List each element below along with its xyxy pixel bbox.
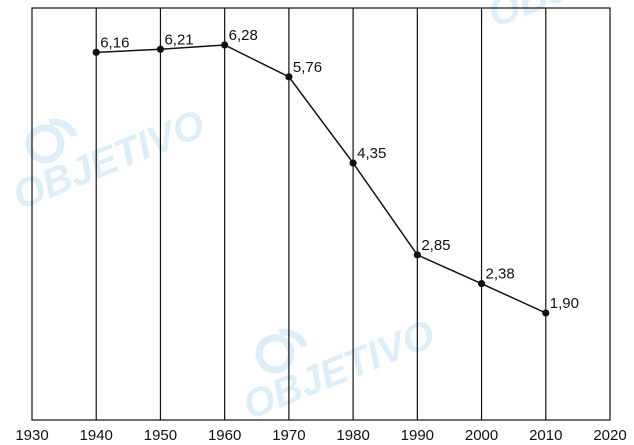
- data-point: [92, 48, 100, 56]
- series-group: 6,16 6,21 6,28 5,76 4,35 2,85 2,38 1,90: [92, 27, 579, 317]
- data-point: [285, 73, 293, 81]
- data-label: 2,85: [421, 237, 450, 254]
- x-tick-label: 2020: [593, 427, 626, 444]
- x-tick-label: 1940: [80, 427, 113, 444]
- objetivo-watermark-logo: OBJETIVO: [482, 0, 634, 36]
- watermark-text: OBJETIVO: [482, 0, 634, 36]
- objetivo-emblem-icon: [25, 118, 78, 164]
- x-tick-label: 2010: [529, 427, 562, 444]
- data-point: [477, 280, 486, 288]
- data-label: 4,35: [357, 145, 386, 162]
- data-label: 5,76: [293, 59, 322, 76]
- x-tick-label: 1930: [15, 427, 48, 444]
- data-label: 6,28: [229, 27, 258, 44]
- grid-lines: [95, 8, 547, 420]
- x-tick-labels: 1930 1940 1950 1960 1970 1980 1990 2000 2010 2020: [15, 427, 626, 444]
- data-label: 6,16: [100, 34, 129, 51]
- data-label: 1,90: [550, 295, 579, 312]
- x-tick-label: 1970: [272, 427, 305, 444]
- data-point: [413, 251, 421, 259]
- x-tick-label: 2000: [465, 427, 498, 444]
- data-label: 6,21: [164, 31, 193, 48]
- x-tick-label: 1990: [401, 427, 434, 444]
- data-point: [221, 41, 229, 49]
- x-tick-label: 1950: [144, 427, 177, 444]
- objetivo-emblem-icon: [255, 328, 308, 374]
- x-tick-label: 1980: [336, 427, 369, 444]
- plot-frame: [31, 7, 611, 421]
- data-point: [542, 309, 550, 317]
- x-tick-label: 1960: [208, 427, 241, 444]
- objetivo-watermark-logo: OBJETIVO: [237, 312, 441, 429]
- data-point: [349, 159, 357, 167]
- series-line: [96, 44, 547, 314]
- data-label: 2,38: [486, 266, 515, 283]
- data-point: [156, 45, 165, 53]
